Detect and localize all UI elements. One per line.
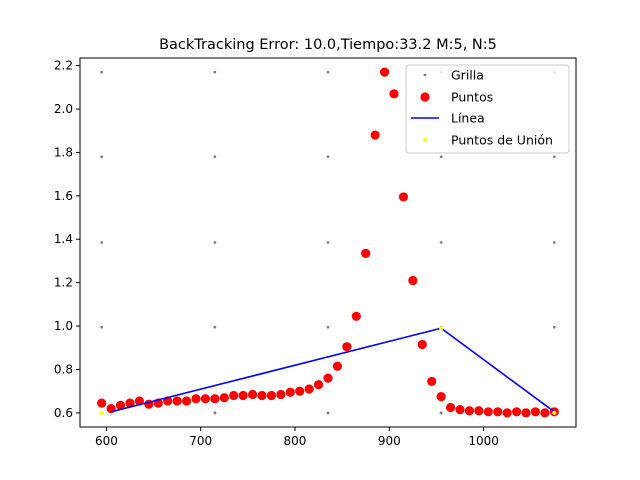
- axes: 600 700 800 900 1000 0.6 0.8 1.0 1.2 1.4 1.6 1.8 2.0…: [54, 59, 499, 448]
- grilla-point: [552, 155, 556, 159]
- puntos-point: [445, 402, 456, 413]
- puntos-point: [191, 394, 201, 404]
- puntos-point: [247, 389, 258, 400]
- grilla-point: [326, 241, 330, 244]
- puntos-point: [474, 406, 484, 416]
- grilla-point: [213, 241, 217, 244]
- puntos-point: [493, 407, 503, 417]
- legend-label: Puntos: [451, 90, 493, 105]
- grilla-point: [326, 411, 330, 415]
- grilla-point: [326, 70, 330, 74]
- puntos-point: [181, 396, 192, 406]
- puntos-point: [219, 393, 229, 403]
- x-tick-label: 800: [284, 434, 307, 448]
- puntos-point: [323, 373, 333, 383]
- union-point: [99, 410, 104, 415]
- grilla-point: [213, 411, 217, 415]
- puntos-point: [172, 396, 182, 406]
- puntos-point: [210, 394, 220, 404]
- legend-puntos-marker: [420, 92, 430, 102]
- puntos-point: [304, 384, 314, 394]
- puntos-point: [285, 387, 295, 397]
- puntos-point: [398, 192, 409, 202]
- puntos-point: [266, 390, 277, 401]
- grilla-point: [100, 155, 104, 159]
- legend-label: Línea: [451, 111, 485, 126]
- puntos-point: [313, 380, 324, 390]
- x-tick-label: 1000: [468, 434, 499, 448]
- y-tick-label: 0.6: [54, 406, 73, 420]
- grilla-point: [439, 155, 443, 159]
- axes-frame: [79, 57, 577, 428]
- x-tick-label: 900: [378, 434, 401, 448]
- grilla-point: [326, 155, 330, 159]
- puntos-point: [455, 405, 465, 415]
- puntos-point: [361, 248, 371, 258]
- y-tick-label: 1.2: [54, 276, 73, 290]
- legend-label: Puntos de Unión: [451, 133, 553, 148]
- puntos-point: [379, 67, 390, 77]
- puntos-point: [530, 407, 541, 417]
- puntos-point: [332, 361, 343, 371]
- grilla-point: [552, 325, 556, 329]
- puntos-point: [342, 342, 352, 352]
- puntos-point: [97, 398, 107, 408]
- puntos-point: [521, 408, 531, 418]
- plot-area: [97, 67, 559, 418]
- puntos-point: [436, 392, 446, 402]
- y-tick-label: 1.0: [54, 319, 73, 333]
- y-tick-label: 1.8: [54, 145, 73, 159]
- y-tick-label: 1.6: [54, 189, 73, 203]
- grilla-point: [213, 325, 217, 329]
- y-tick-label: 0.8: [54, 362, 73, 376]
- grilla-point: [213, 70, 217, 74]
- chart-title: BackTracking Error: 10.0,Tiempo:33.2 M:5…: [159, 37, 497, 53]
- puntos-point: [417, 339, 427, 350]
- puntos-point: [511, 407, 522, 417]
- puntos-point: [238, 390, 248, 401]
- grilla-point: [100, 325, 104, 329]
- puntos-point: [295, 386, 305, 396]
- y-tick-label: 1.4: [54, 232, 73, 246]
- grilla-point: [213, 155, 217, 159]
- puntos-point: [276, 389, 286, 400]
- grilla-point: [439, 411, 443, 415]
- grilla-point: [326, 325, 330, 329]
- puntos-point: [408, 275, 418, 286]
- puntos-point: [502, 408, 512, 418]
- grilla-point: [439, 241, 443, 244]
- puntos-point: [370, 130, 380, 140]
- puntos-point: [389, 89, 399, 99]
- grilla-point: [100, 70, 104, 74]
- union-point: [439, 326, 444, 331]
- x-tick-label: 700: [189, 434, 212, 448]
- x-tick-label: 600: [95, 434, 118, 448]
- legend: Grilla Puntos Línea Puntos de Unión: [405, 64, 570, 154]
- legend-grilla-marker: [423, 73, 427, 77]
- puntos-point: [483, 407, 493, 417]
- grilla-point: [100, 241, 104, 244]
- puntos-point: [125, 398, 135, 408]
- grilla-point: [552, 241, 556, 244]
- y-tick-label: 2.2: [54, 59, 73, 73]
- puntos-point: [257, 390, 267, 401]
- puntos-point: [351, 311, 361, 321]
- legend-label: Grilla: [451, 68, 484, 83]
- legend-union-marker: [423, 138, 427, 142]
- puntos-point: [464, 406, 475, 416]
- puntos-point: [427, 376, 437, 387]
- union-point: [552, 410, 557, 415]
- puntos-point: [540, 408, 550, 418]
- puntos-point: [115, 400, 126, 410]
- puntos-point: [229, 390, 239, 401]
- y-tick-label: 2.0: [54, 102, 73, 116]
- legend-box: [405, 64, 570, 154]
- puntos-point: [200, 394, 211, 404]
